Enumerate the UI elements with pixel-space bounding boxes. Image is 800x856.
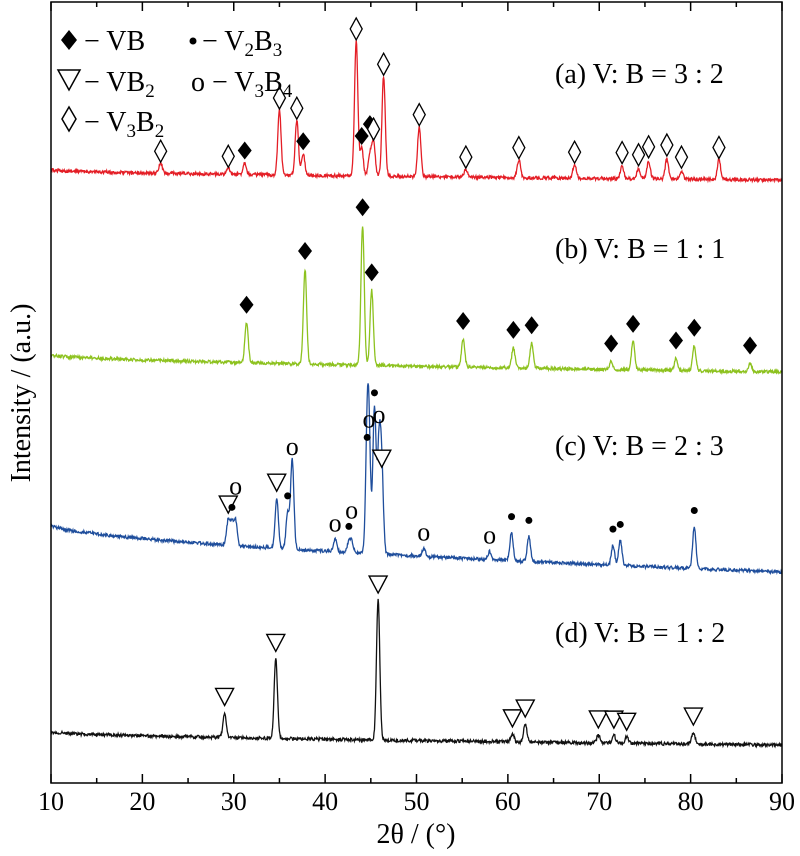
peak-marker-rhombus [712,135,726,160]
peak-marker-dot [370,389,378,397]
y-axis-label: Intensity / (a.u.) [6,304,37,483]
peak-marker-rhombus [512,135,526,161]
legend-vb-label: − VB [84,26,145,57]
peak-marker-dot [345,522,353,530]
legend: − VB − V2B3 − VB2 o − V3B4 − V3B2 [56,26,293,142]
series-label-c: (c) V: B = 2 : 3 [555,431,724,462]
peak-marker-circle: o [373,400,386,429]
peak-marker-circle: o [362,405,375,434]
peak-marker-diamond [298,242,313,261]
peak-marker-diamond [743,336,758,355]
legend-rhombus-icon [61,105,77,133]
legend-dot-icon [189,37,197,45]
x-tick-label: 50 [404,787,430,816]
peak-marker-dot [616,520,624,528]
x-tick-label: 60 [495,787,521,816]
peak-marker-triangle [367,575,389,595]
peak-marker-diamond [604,334,619,353]
legend-v3b4-label: o − V3B4 [191,67,293,102]
peak-marker-circle: o [417,517,430,546]
peak-marker-triangle [683,707,704,727]
peak-marker-triangle [214,687,235,707]
series-line-3 [50,598,783,749]
series-line-0 [50,40,783,184]
x-axis-label: 2θ / (°) [376,819,455,850]
peak-marker-triangle [371,449,392,469]
peak-marker-triangle [502,709,523,729]
peak-marker-triangle [266,473,287,493]
peak-marker-rhombus [376,51,391,77]
legend-vb2-label: − VB2 [84,67,155,102]
x-tick-label: 40 [312,787,338,816]
peak-marker-diamond [524,316,539,335]
peak-marker-dot [228,503,236,511]
x-tick-label: 70 [586,787,612,816]
peak-marker-circle: o [229,472,242,501]
peak-marker-rhombus [567,139,582,165]
peak-marker-diamond [237,141,252,160]
peak-marker-rhombus [674,144,689,170]
peak-marker-triangle [588,710,609,730]
x-ticks: 10 20 30 40 50 60 70 80 90 [38,2,795,816]
peak-marker-dot [508,513,516,521]
peak-marker-diamond [626,314,641,333]
series-line-1 [50,226,783,376]
series-label-d: (d) V: B = 1 : 2 [555,618,725,649]
peak-marker-circle: o [329,509,342,538]
x-tick-label: 80 [678,787,704,816]
peak-marker-dot [609,525,617,533]
peak-marker-diamond [239,295,254,314]
peak-marker-rhombus [660,132,674,158]
peak-marker-triangle [515,699,536,719]
legend-triangle-icon [56,69,82,92]
peak-marker-dot [284,492,292,500]
peak-marker-rhombus [615,140,629,165]
x-tick-label: 10 [38,787,64,816]
peak-marker-circle: o [345,496,358,525]
peak-marker-rhombus [272,85,287,111]
peak-marker-diamond [506,320,521,339]
series-label-a: (a) V: B = 3 : 2 [555,59,724,90]
series-line-2 [50,383,783,576]
peak-marker-triangle [616,712,637,732]
peak-marker-diamond [354,126,369,145]
legend-v2b3-label: − V2B3 [202,26,282,61]
peak-marker-diamond [355,198,370,217]
x-tick-label: 90 [769,787,795,816]
peak-marker-rhombus [641,134,656,160]
legend-v3b2-label: − V3B2 [84,107,164,142]
peak-marker-diamond [296,132,311,151]
peak-marker-circle: o [483,521,496,550]
peak-marker-dot [363,433,371,441]
traces-layer [50,40,783,749]
peak-marker-rhombus [459,144,473,170]
peak-marker-diamond [456,312,471,331]
series-label-b: (b) V: B = 1 : 1 [555,234,725,265]
peak-marker-rhombus [153,138,168,164]
peak-marker-rhombus [412,102,426,127]
x-tick-label: 30 [221,787,247,816]
peak-marker-circle: o [286,432,299,461]
legend-diamond-icon [61,30,77,50]
peak-marker-diamond [687,318,702,337]
peak-marker-diamond [669,331,684,350]
peak-marker-rhombus [366,116,381,142]
peak-marker-diamond [364,263,379,282]
peak-marker-rhombus [290,95,304,121]
peak-marker-rhombus [349,16,363,42]
peak-marker-dot [525,516,533,524]
peak-marker-triangle [265,633,286,653]
x-tick-label: 20 [129,787,155,816]
peak-marker-dot [690,507,698,515]
peak-marker-rhombus [631,142,646,168]
peak-marker-rhombus [221,143,236,169]
